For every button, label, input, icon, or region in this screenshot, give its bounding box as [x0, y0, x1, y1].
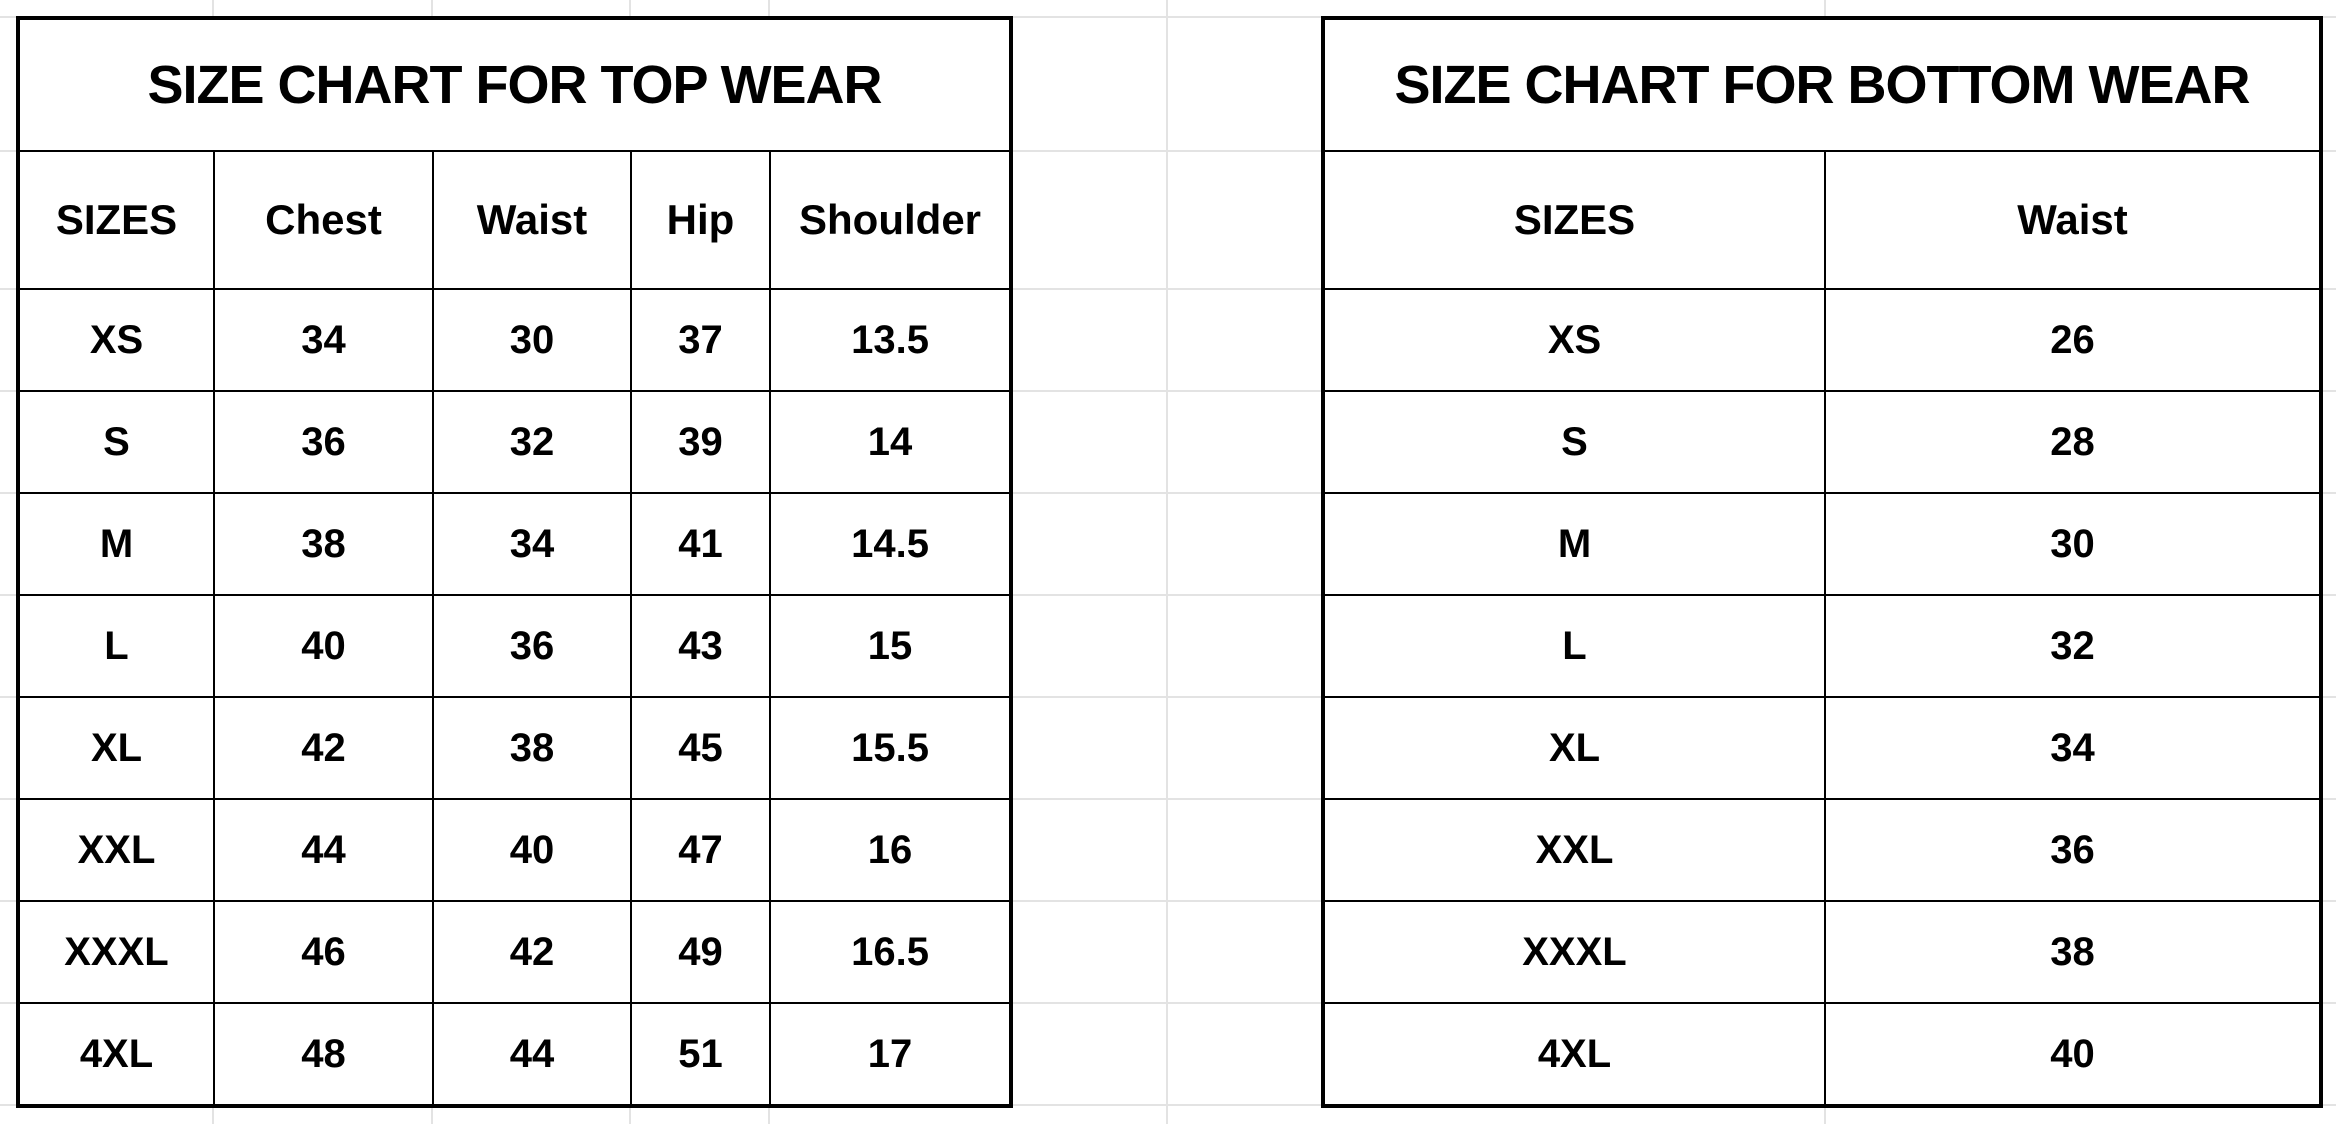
measurement-cell: 43 [630, 594, 771, 698]
measurement-cell: 40 [213, 594, 434, 698]
measurement-cell: 16.5 [768, 900, 1013, 1004]
table-row: 4XL 48 44 51 17 [17, 1002, 1013, 1107]
size-cell: M [17, 492, 215, 596]
table-row: M 38 34 41 14.5 [17, 492, 1013, 596]
measurement-cell: 14 [768, 390, 1013, 494]
size-cell: XS [17, 288, 215, 392]
table-row: XL 42 38 45 15.5 [17, 696, 1013, 800]
measurement-cell: 41 [630, 492, 771, 596]
measurement-cell: 28 [1824, 390, 2322, 494]
size-cell: M [1322, 492, 1826, 596]
column-header-sizes: SIZES [17, 150, 215, 290]
measurement-cell: 44 [213, 798, 434, 902]
measurement-cell: 40 [432, 798, 632, 902]
column-header-chest: Chest [213, 150, 434, 290]
measurement-cell: 34 [432, 492, 632, 596]
measurement-cell: 44 [432, 1002, 632, 1107]
measurement-cell: 16 [768, 798, 1013, 902]
gridline [1166, 0, 1168, 1124]
measurement-cell: 37 [630, 288, 771, 392]
size-cell: S [1322, 390, 1826, 494]
size-cell: XS [1322, 288, 1826, 392]
size-cell: XL [1322, 696, 1826, 800]
table-row: XS 34 30 37 13.5 [17, 288, 1013, 392]
measurement-cell: 32 [432, 390, 632, 494]
table-row: XXL 44 40 47 16 [17, 798, 1013, 902]
table-row: 4XL 40 [1322, 1002, 2322, 1107]
measurement-cell: 40 [1824, 1002, 2322, 1107]
header-row: SIZES Chest Waist Hip Shoulder [17, 150, 1013, 290]
size-cell: XXXL [1322, 900, 1826, 1004]
measurement-cell: 34 [213, 288, 434, 392]
measurement-cell: 42 [213, 696, 434, 800]
top-wear-title: SIZE CHART FOR TOP WEAR [16, 17, 1013, 152]
measurement-cell: 36 [213, 390, 434, 494]
measurement-cell: 30 [1824, 492, 2322, 596]
size-cell: 4XL [17, 1002, 215, 1107]
gridline [0, 798, 2336, 800]
table-row: L 32 [1322, 594, 2322, 698]
table-row: XS 26 [1322, 288, 2322, 392]
table-row: XXXL 38 [1322, 900, 2322, 1004]
measurement-cell: 15.5 [768, 696, 1013, 800]
table-row: S 28 [1322, 390, 2322, 494]
table-row: S 36 32 39 14 [17, 390, 1013, 494]
measurement-cell: 26 [1824, 288, 2322, 392]
size-cell: L [1322, 594, 1826, 698]
bottom-wear-title: SIZE CHART FOR BOTTOM WEAR [1322, 17, 2322, 152]
measurement-cell: 15 [768, 594, 1013, 698]
gridline [0, 696, 2336, 698]
gridline [0, 900, 2336, 902]
measurement-cell: 38 [1824, 900, 2322, 1004]
column-header-waist: Waist [432, 150, 632, 290]
measurement-cell: 30 [432, 288, 632, 392]
size-cell: L [17, 594, 215, 698]
size-cell: S [17, 390, 215, 494]
measurement-cell: 39 [630, 390, 771, 494]
top-wear-size-table: SIZE CHART FOR TOP WEAR SIZES Chest Waist H… [16, 16, 1014, 1108]
measurement-cell: 38 [213, 492, 434, 596]
header-row: SIZES Waist [1322, 150, 2322, 290]
table-row: L 40 36 43 15 [17, 594, 1013, 698]
measurement-cell: 36 [1824, 798, 2322, 902]
bottom-wear-size-table: SIZE CHART FOR BOTTOM WEAR SIZES Waist XS… [1321, 16, 2323, 1108]
column-header-hip: Hip [630, 150, 771, 290]
size-cell: XXL [1322, 798, 1826, 902]
measurement-cell: 42 [432, 900, 632, 1004]
table-row: XL 34 [1322, 696, 2322, 800]
size-cell: XXL [17, 798, 215, 902]
column-header-waist: Waist [1824, 150, 2322, 290]
size-cell: XL [17, 696, 215, 800]
column-header-sizes: SIZES [1322, 150, 1826, 290]
column-header-shoulder: Shoulder [768, 150, 1013, 290]
measurement-cell: 51 [630, 1002, 771, 1107]
table-row: XXXL 46 42 49 16.5 [17, 900, 1013, 1004]
measurement-cell: 14.5 [768, 492, 1013, 596]
gridline [0, 594, 2336, 596]
measurement-cell: 45 [630, 696, 771, 800]
measurement-cell: 36 [432, 594, 632, 698]
gridline [0, 1002, 2336, 1004]
gridline [0, 150, 2336, 152]
table-row: M 30 [1322, 492, 2322, 596]
size-cell: 4XL [1322, 1002, 1826, 1107]
measurement-cell: 48 [213, 1002, 434, 1107]
measurement-cell: 17 [768, 1002, 1013, 1107]
table-row: XXL 36 [1322, 798, 2322, 902]
gridline [0, 1104, 2336, 1106]
gridline [0, 288, 2336, 290]
gridline [0, 16, 2336, 18]
measurement-cell: 46 [213, 900, 434, 1004]
measurement-cell: 13.5 [768, 288, 1013, 392]
measurement-cell: 38 [432, 696, 632, 800]
gridline [0, 492, 2336, 494]
gridline [0, 390, 2336, 392]
measurement-cell: 49 [630, 900, 771, 1004]
size-cell: XXXL [17, 900, 215, 1004]
measurement-cell: 34 [1824, 696, 2322, 800]
measurement-cell: 32 [1824, 594, 2322, 698]
measurement-cell: 47 [630, 798, 771, 902]
